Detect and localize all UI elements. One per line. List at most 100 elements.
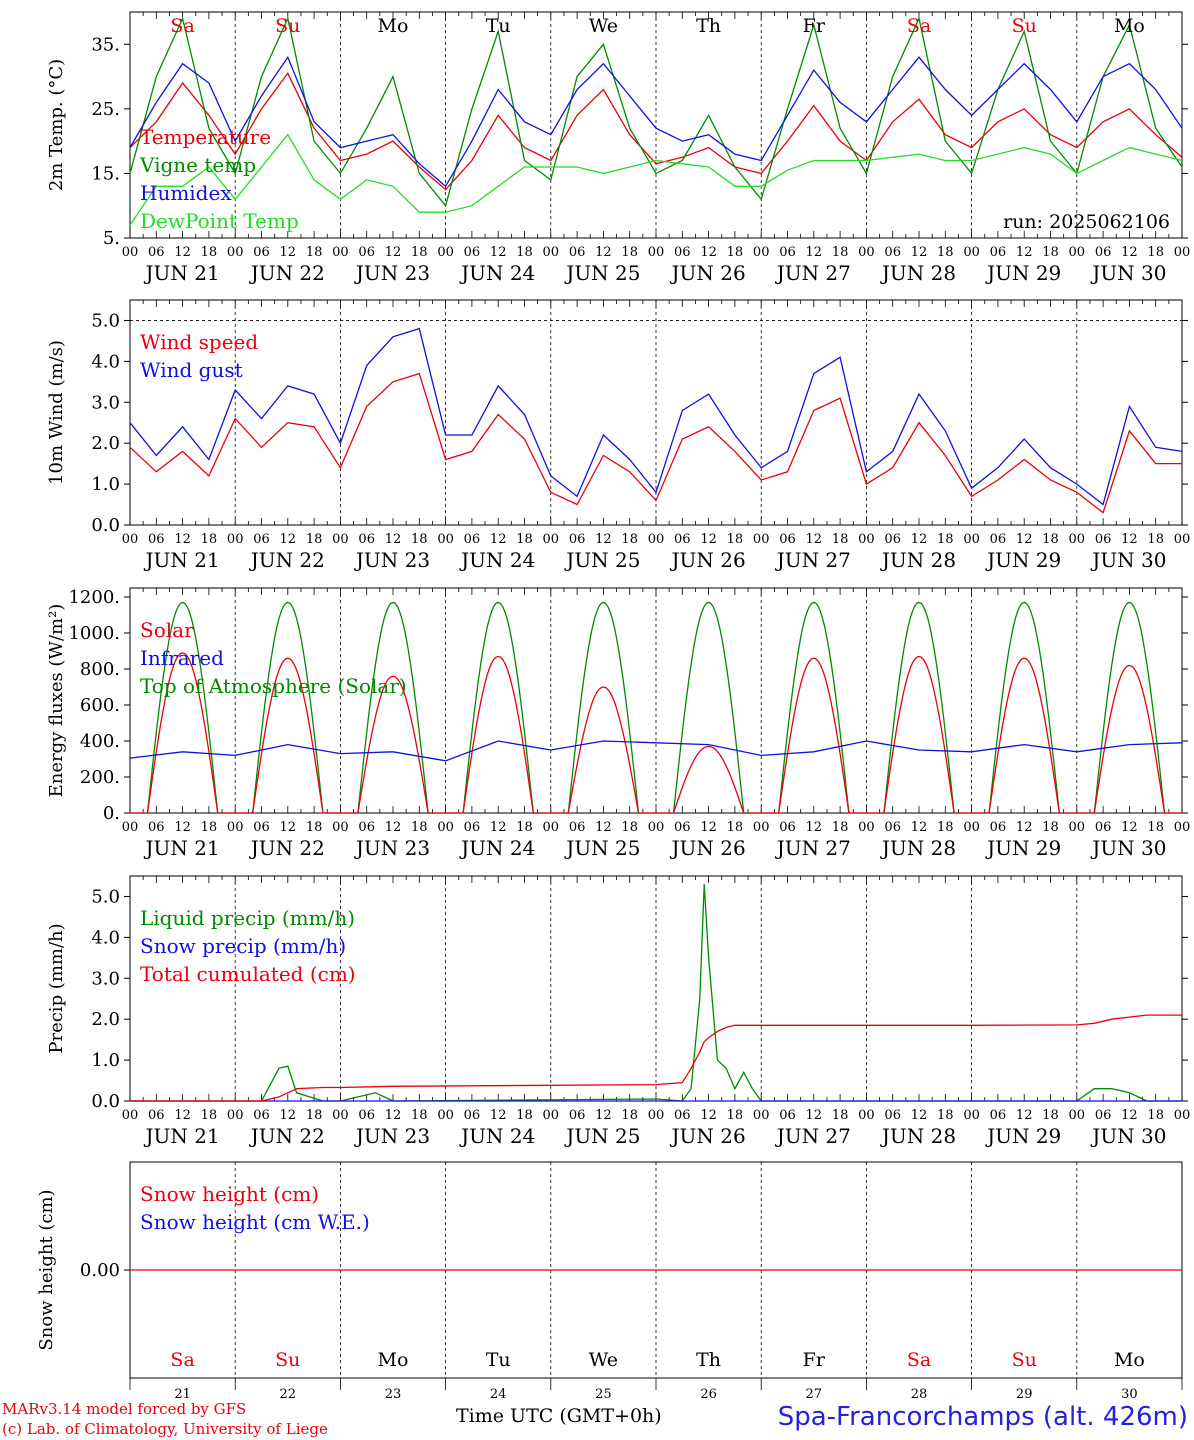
hour-tick-label: 06 <box>464 245 481 260</box>
hour-tick-label: 12 <box>385 245 402 260</box>
date-label: JUN 27 <box>775 1124 851 1148</box>
y-tick-label: 200. <box>80 767 120 788</box>
day-abbr-top: Tu <box>486 15 511 37</box>
hour-tick-label: 18 <box>832 820 849 835</box>
hour-tick-label: 06 <box>884 245 901 260</box>
hour-tick-label: 06 <box>884 820 901 835</box>
hour-tick-label: 00 <box>858 1108 875 1123</box>
y-tick-label: 1.0 <box>91 1050 120 1071</box>
hour-tick-label: 00 <box>332 532 349 547</box>
day-number-label: 23 <box>385 1387 402 1400</box>
date-label: JUN 26 <box>670 836 746 860</box>
hour-tick-label: 18 <box>621 820 638 835</box>
date-label: JUN 30 <box>1090 261 1166 285</box>
hour-tick-label: 18 <box>201 820 218 835</box>
hour-tick-label: 18 <box>516 245 533 260</box>
hour-tick-label: 06 <box>674 532 691 547</box>
y-tick-label: 5. <box>103 228 120 249</box>
y-tick-label: 35. <box>91 34 120 55</box>
day-abbr-top: Mo <box>1114 15 1145 37</box>
legend-temperature: Temperature <box>140 125 271 149</box>
hour-tick-label: 00 <box>753 245 770 260</box>
hour-tick-label: 00 <box>122 532 139 547</box>
hour-tick-label: 00 <box>437 820 454 835</box>
hour-tick-label: 12 <box>490 1108 507 1123</box>
hour-tick-label: 12 <box>911 820 928 835</box>
y-tick-label: 2.0 <box>91 433 120 454</box>
hour-tick-label: 12 <box>1016 820 1033 835</box>
day-abbr-bottom: Sa <box>170 1349 194 1371</box>
hour-tick-label: 18 <box>201 1108 218 1123</box>
hour-tick-label: 00 <box>963 532 980 547</box>
legend-infrared: Infrared <box>140 646 224 670</box>
hour-tick-label: 00 <box>543 820 560 835</box>
hour-tick-label: 06 <box>674 820 691 835</box>
hour-tick-label: 18 <box>516 532 533 547</box>
y-tick-label: 1200. <box>68 587 120 608</box>
hour-tick-label: 12 <box>595 1108 612 1123</box>
hour-tick-label: 06 <box>779 820 796 835</box>
hour-tick-label: 00 <box>1069 532 1086 547</box>
date-label: JUN 22 <box>249 836 325 860</box>
hour-tick-label: 06 <box>464 532 481 547</box>
hour-tick-label: 06 <box>990 532 1007 547</box>
hour-tick-label: 18 <box>201 245 218 260</box>
y-tick-label: 1.0 <box>91 474 120 495</box>
legend-dewpoint-temp: DewPoint Temp <box>140 209 299 233</box>
hour-tick-label: 06 <box>674 1108 691 1123</box>
hour-tick-label: 12 <box>595 245 612 260</box>
hour-tick-label: 06 <box>569 1108 586 1123</box>
hour-tick-label: 06 <box>253 820 270 835</box>
hour-tick-label: 12 <box>595 532 612 547</box>
hour-tick-label: 00 <box>858 820 875 835</box>
day-abbr-bottom: We <box>589 1349 618 1371</box>
date-label: JUN 29 <box>985 836 1061 860</box>
day-number-label: 21 <box>174 1387 191 1400</box>
hour-tick-label: 06 <box>990 1108 1007 1123</box>
date-label: JUN 24 <box>459 836 535 860</box>
date-label: JUN 23 <box>354 836 430 860</box>
hour-tick-label: 00 <box>332 1108 349 1123</box>
hour-tick-label: 06 <box>569 245 586 260</box>
series-line-vigne-temp <box>129 16 1183 208</box>
hour-tick-label: 00 <box>543 245 560 260</box>
date-label: JUN 24 <box>459 261 535 285</box>
series-line-temperature <box>129 72 1183 191</box>
hour-tick-label: 00 <box>1069 820 1086 835</box>
run-label: run: 2025062106 <box>1003 211 1170 233</box>
hour-tick-label: 18 <box>201 532 218 547</box>
hour-tick-label: 06 <box>253 245 270 260</box>
hour-tick-label: 00 <box>543 532 560 547</box>
hour-tick-label: 18 <box>727 532 744 547</box>
date-label: JUN 23 <box>354 261 430 285</box>
day-abbr-top: Fr <box>803 15 826 37</box>
footer-time-axis-label: Time UTC (GMT+0h) <box>456 1405 662 1427</box>
hour-tick-label: 18 <box>411 820 428 835</box>
y-tick-label: 0.0 <box>91 1091 120 1112</box>
hour-tick-label: 12 <box>1121 820 1138 835</box>
footer-lab-credit: (c) Lab. of Climatology, University of L… <box>2 1420 328 1438</box>
y-tick-label: 15. <box>91 163 120 184</box>
day-number-label: 29 <box>1016 1387 1033 1400</box>
hour-tick-label: 00 <box>1174 820 1191 835</box>
date-label: JUN 26 <box>670 548 746 572</box>
legend-liquid-precip-mm-h-: Liquid precip (mm/h) <box>140 906 355 930</box>
date-label: JUN 30 <box>1090 836 1166 860</box>
hour-tick-label: 06 <box>884 532 901 547</box>
hour-tick-label: 18 <box>306 820 323 835</box>
date-label: JUN 21 <box>144 548 220 572</box>
day-number-label: 24 <box>490 1387 507 1400</box>
day-abbr-bottom: Su <box>1012 1349 1037 1371</box>
hour-tick-label: 00 <box>1069 245 1086 260</box>
series-line-infrared <box>129 740 1183 762</box>
hour-tick-label: 06 <box>358 1108 375 1123</box>
hour-tick-label: 12 <box>1121 1108 1138 1123</box>
hour-tick-label: 06 <box>148 1108 165 1123</box>
y-tick-label: 600. <box>80 695 120 716</box>
hour-tick-label: 06 <box>253 532 270 547</box>
hour-tick-label: 12 <box>490 820 507 835</box>
hour-tick-label: 12 <box>806 820 823 835</box>
hour-tick-label: 18 <box>306 245 323 260</box>
y-tick-label: 3.0 <box>91 392 120 413</box>
date-label: JUN 21 <box>144 1124 220 1148</box>
